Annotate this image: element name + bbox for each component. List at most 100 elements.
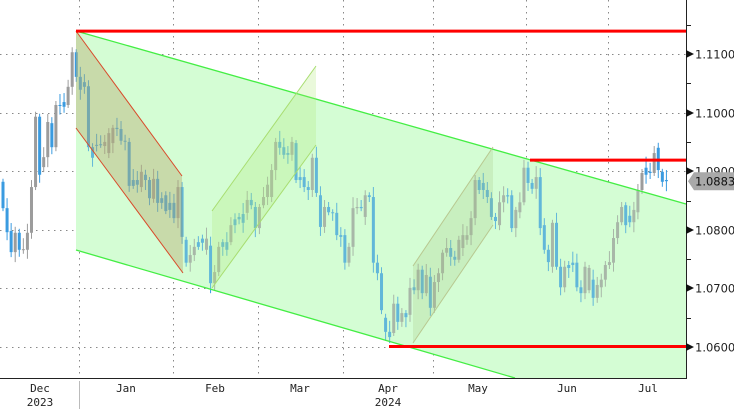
candle-down [62,102,66,107]
candle-up [603,265,607,280]
candle-down [380,273,384,311]
candle-up [408,287,412,315]
candle-down [249,199,253,206]
candle-down [660,171,664,182]
down-channel-lower-line [75,127,184,274]
candle-up [518,202,522,213]
candle-up [465,235,469,240]
candle-down [302,177,306,188]
candle-down [579,287,583,294]
candle-up [13,232,17,253]
candle-down [335,212,339,236]
candle-up [436,273,440,283]
candle-down [278,141,282,148]
candle-up [188,255,192,263]
descending-channel-wash [76,31,686,378]
candle-down [200,238,204,243]
candle-down [50,123,54,148]
candle-up [607,262,611,266]
candle-down [371,197,375,263]
candle-up [473,180,477,219]
y-tick-label: 1.1000 [695,107,734,121]
candle-up [416,269,420,291]
candle-up [66,86,70,105]
candle-up [46,121,50,158]
candle-up [139,171,143,188]
candle-up [213,272,217,284]
candle-down [209,245,213,284]
up-channel-2-fill [413,147,493,343]
candle-up [612,238,615,263]
candle-down [168,202,172,210]
candle-down [318,195,322,227]
candle-up [103,141,107,147]
candle-down [127,141,131,186]
candle-down [164,195,168,212]
candle-down [367,195,371,198]
y-tick-marker [686,226,694,234]
candle-up [583,266,587,294]
candle-up [445,248,449,253]
candle-down [481,182,485,190]
candle-down [327,206,331,213]
candle-up [616,222,620,239]
candle-down [644,167,648,175]
candle-down [628,215,632,223]
candle-down [180,187,184,237]
candle-down [119,129,123,141]
x-tick-label: Jan [116,382,136,395]
candle-up [457,239,461,260]
overlays [75,30,687,379]
candle-down [489,198,493,217]
candle-up [152,178,156,199]
x-tick-label: Apr [378,382,398,395]
candle-up [563,266,567,288]
candle-down [91,147,95,158]
candle-down [160,198,164,203]
candle-up [25,232,29,250]
candle-down [306,187,310,190]
candle-down [184,239,188,263]
candle-down [343,235,347,263]
candle-down [555,222,559,267]
candle-up [34,116,38,188]
last-price-label: 1.0883 [695,175,734,189]
candle-up [54,104,58,148]
candle-down [123,140,127,142]
candle-up [550,222,554,267]
candle-up [400,313,404,322]
candle-down [538,177,542,229]
candle-down [648,171,652,173]
candle-down [143,174,147,181]
candle-up [274,141,278,171]
candle-down [82,82,86,87]
candle-down [510,195,514,229]
y-tick-marker [686,50,694,58]
candle-down [546,249,550,263]
candle-down [559,266,563,288]
candle-up [21,249,25,251]
candle-down [172,202,176,219]
candle-down [253,206,257,229]
up-channel-1-lower-line [211,144,317,289]
candle-down [314,157,318,193]
horizontal-levels [76,29,686,348]
candle-down [38,116,42,175]
up-channel-2-lower-line [412,224,494,344]
candle-up [441,252,445,274]
candle-up [595,284,599,298]
candle-up [245,199,249,213]
candle-up [587,267,591,291]
candle-down [221,242,225,247]
candle-down [412,287,416,291]
up-channel-1-upper-line [211,65,317,212]
x-axis: Dec Jan Feb Mar Apr May Jun Jul 2023 202… [27,382,658,409]
up-channel-1-fill [212,66,316,288]
candle-up [270,170,274,198]
candle-down [359,206,363,209]
x-year-label: 2023 [27,396,54,409]
candle-up [461,235,465,249]
candle-up [323,206,327,227]
candle-up [424,274,428,294]
y-tick-marker [686,109,694,117]
